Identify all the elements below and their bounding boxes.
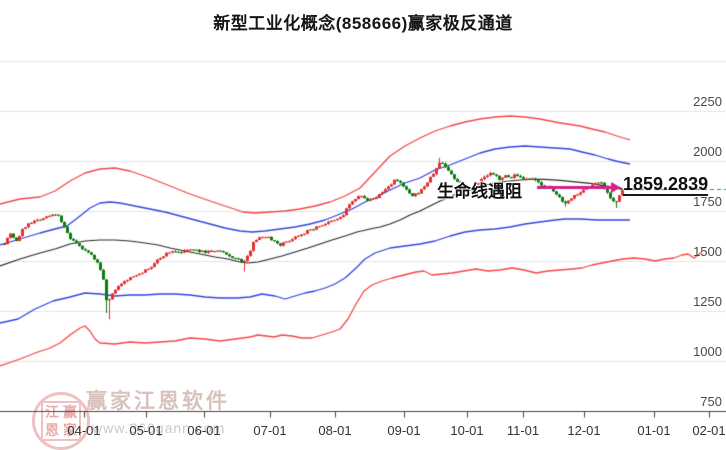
x-tick-label: 08-01 — [318, 423, 352, 438]
x-tick-label: 07-01 — [253, 423, 287, 438]
last-price-label: 1859.2839 — [623, 174, 709, 196]
page-title: 新型工业化概念(858666)赢家极反通道 — [213, 14, 513, 33]
y-tick-label: 750 — [700, 394, 722, 409]
x-tick-label: 11-01 — [506, 423, 540, 438]
y-tick-label: 2250 — [693, 94, 722, 109]
y-tick-label: 1500 — [693, 244, 722, 259]
y-tick-label: 1000 — [693, 344, 722, 359]
y-tick-label: 1750 — [693, 194, 722, 209]
x-tick-label: 01-01 — [637, 423, 671, 438]
x-tick-label: 09-01 — [387, 423, 421, 438]
x-tick-label: 05-01 — [129, 423, 163, 438]
x-tick-label: 10-01 — [450, 423, 484, 438]
y-tick-label: 1250 — [693, 294, 722, 309]
x-tick-label: 06-01 — [187, 423, 221, 438]
y-tick-label: 2000 — [693, 144, 722, 159]
x-tick-label: 02-01 — [692, 423, 726, 438]
life-line-resistance-annotation: 生命线遇阻 — [437, 182, 522, 201]
x-tick-label: 12-01 — [567, 423, 601, 438]
x-tick-label: 04-01 — [67, 423, 101, 438]
